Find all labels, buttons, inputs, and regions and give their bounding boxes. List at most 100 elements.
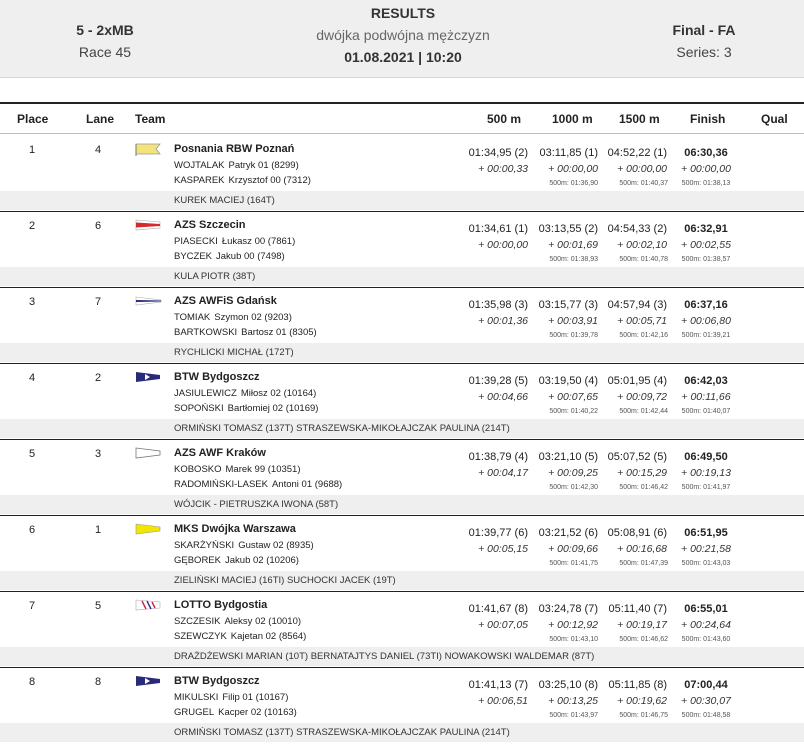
finish-pace: 500m: 01:43,60 xyxy=(681,636,731,643)
coach-bar: KULA PIOTR (38T) xyxy=(0,267,804,286)
split-time: 01:39,77 (6) xyxy=(468,527,528,539)
split-time: 04:52,22 (1) xyxy=(607,147,667,159)
split-delta: + 00:00,00 xyxy=(478,239,528,251)
split-time: 01:38,79 (4) xyxy=(468,451,528,463)
split-pace: 500m: 01:42,44 xyxy=(619,408,668,415)
rower-last-name: WOJTALAK xyxy=(174,160,225,171)
row-place: 3 xyxy=(29,296,36,308)
finish-pace: 500m: 01:39,21 xyxy=(681,332,731,339)
rower-entry: WOJTALAK Patryk 01 (8299) xyxy=(174,160,299,171)
split-pace: 500m: 01:40,22 xyxy=(549,408,598,415)
split-time: 05:07,52 (5) xyxy=(607,451,667,463)
finish-pace: 500m: 01:43,03 xyxy=(681,560,731,567)
club-flag-icon xyxy=(136,372,160,382)
row-place: 4 xyxy=(29,372,36,384)
finish-delta: + 00:02,55 xyxy=(681,239,731,251)
table-row: 7 5 LOTTO Bydgostia SZCZESIK Aleksy 02 (1001… xyxy=(0,591,804,667)
split-time: 04:57,94 (3) xyxy=(607,299,667,311)
row-place: 2 xyxy=(29,220,36,232)
rower-entry: BYCZEK Jakub 00 (7498) xyxy=(174,251,285,262)
coach-names: ZIELIŃSKI MACIEJ (16TI) SUCHOCKI JACEK (… xyxy=(174,575,396,586)
row-lane: 2 xyxy=(95,372,102,384)
row-place: 5 xyxy=(29,448,36,460)
finish-delta: + 00:11,66 xyxy=(681,391,731,403)
rower-entry: PIASECKI Łukasz 00 (7861) xyxy=(174,236,295,247)
split-delta: + 00:07,65 xyxy=(548,391,598,403)
split-pace: 500m: 01:46,62 xyxy=(619,636,668,643)
split-delta: + 00:19,17 xyxy=(617,619,667,631)
table-row: 8 8 BTW Bydgoszcz MIKULSKI Filip 01 (10167) G… xyxy=(0,667,804,743)
rower-entry: SKARŻYŃSKI Gustaw 02 (8935) xyxy=(174,540,314,551)
split-delta: + 00:00,00 xyxy=(617,163,667,175)
rower-entry: SOPOŃSKI Bartłomiej 02 (10169) xyxy=(174,403,318,414)
club-flag-icon xyxy=(135,599,161,611)
finish-pace: 500m: 01:38,57 xyxy=(681,256,731,263)
rower-last-name: SKARŻYŃSKI xyxy=(174,540,235,551)
column-header-finish: Finish xyxy=(690,112,726,126)
row-lane: 5 xyxy=(95,600,102,612)
split-time: 03:11,85 (1) xyxy=(539,147,598,159)
finish-pace: 500m: 01:40,07 xyxy=(681,408,731,415)
table-header-bottom-rule xyxy=(0,133,804,134)
split-delta: + 00:09,25 xyxy=(548,467,598,479)
rower-entry: JASIULEWICZ Miłosz 02 (10164) xyxy=(174,388,316,399)
table-row: 2 6 AZS Szczecin PIASECKI Łukasz 00 (7861) BY… xyxy=(0,211,804,287)
table-row: 4 2 BTW Bydgoszcz JASIULEWICZ Miłosz 02 (101… xyxy=(0,363,804,439)
split-pace: 500m: 01:36,90 xyxy=(549,180,598,187)
team-name: AZS AWF Kraków xyxy=(174,447,266,459)
club-flag-icon xyxy=(135,219,161,231)
row-divider xyxy=(0,591,804,592)
rower-last-name: KASPAREK xyxy=(174,175,225,186)
results-header: 5 - 2xMB Race 45 RESULTS dwójka podwójna… xyxy=(0,0,804,78)
rower-last-name: SOPOŃSKI xyxy=(174,403,224,414)
coach-names: ORMIŃSKI TOMASZ (137T) STRASZEWSKA-MIKOŁ… xyxy=(174,727,510,738)
split-delta: + 00:04,66 xyxy=(478,391,528,403)
team-name: Posnania RBW Poznań xyxy=(174,143,295,155)
team-name: BTW Bydgoszcz xyxy=(174,675,260,687)
split-delta: + 00:05,71 xyxy=(617,315,667,327)
race-datetime: 01.08.2021 | 10:20 xyxy=(344,49,462,65)
rower-last-name: MIKULSKI xyxy=(174,692,219,703)
split-time: 03:13,55 (2) xyxy=(538,223,598,235)
split-delta: + 00:00,33 xyxy=(478,163,528,175)
row-divider xyxy=(0,667,804,668)
finish-time: 06:32,91 xyxy=(684,223,728,235)
row-place: 8 xyxy=(29,676,36,688)
page-title: RESULTS xyxy=(370,5,436,21)
rower-last-name: BARTKOWSKI xyxy=(174,327,238,338)
finish-pace: 500m: 01:38,13 xyxy=(681,180,731,187)
finish-delta: + 00:06,80 xyxy=(681,315,731,327)
coach-bar: ORMIŃSKI TOMASZ (137T) STRASZEWSKA-MIKOŁ… xyxy=(0,419,804,438)
split-time: 01:35,98 (3) xyxy=(468,299,528,311)
rower-first-name: Bartłomiej 02 (10169) xyxy=(227,403,319,414)
row-lane: 7 xyxy=(95,296,102,308)
series-number: Series: 3 xyxy=(676,44,732,60)
finish-time: 06:55,01 xyxy=(684,603,728,615)
rower-entry: RADOMIŃSKI-LASEK Antoni 01 (9688) xyxy=(174,479,342,490)
split-time: 05:08,91 (6) xyxy=(607,527,667,539)
rower-entry: GĘBOREK Jakub 02 (10206) xyxy=(174,555,299,566)
split-pace: 500m: 01:38,93 xyxy=(549,256,598,263)
club-flag-icon xyxy=(136,676,160,686)
row-divider xyxy=(0,515,804,516)
column-header-500m: 500 m xyxy=(487,112,522,126)
split-time: 05:11,85 (8) xyxy=(608,679,667,691)
rower-entry: SZCZESIK Aleksy 02 (10010) xyxy=(174,616,301,627)
column-header-1500m: 1500 m xyxy=(619,112,660,126)
split-pace: 500m: 01:43,97 xyxy=(549,712,598,719)
rower-first-name: Patryk 01 (8299) xyxy=(228,160,299,171)
split-delta: + 00:07,05 xyxy=(478,619,528,631)
column-header-team: Team xyxy=(135,112,166,126)
split-time: 01:39,28 (5) xyxy=(468,375,528,387)
split-time: 01:41,67 (8) xyxy=(468,603,528,615)
table-row: 3 7 AZS AWFiS Gdańsk TOMIAK Szymon 02 (9203)… xyxy=(0,287,804,363)
team-name: LOTTO Bydgostia xyxy=(174,599,268,611)
split-delta: + 00:09,66 xyxy=(548,543,598,555)
rower-first-name: Szymon 02 (9203) xyxy=(214,312,292,323)
finish-time: 06:42,03 xyxy=(684,375,728,387)
split-time: 01:34,95 (2) xyxy=(468,147,528,159)
split-time: 03:15,77 (3) xyxy=(538,299,598,311)
rower-first-name: Łukasz 00 (7861) xyxy=(221,236,296,247)
club-flag-icon xyxy=(135,143,161,156)
rower-last-name: BYCZEK xyxy=(174,251,213,262)
